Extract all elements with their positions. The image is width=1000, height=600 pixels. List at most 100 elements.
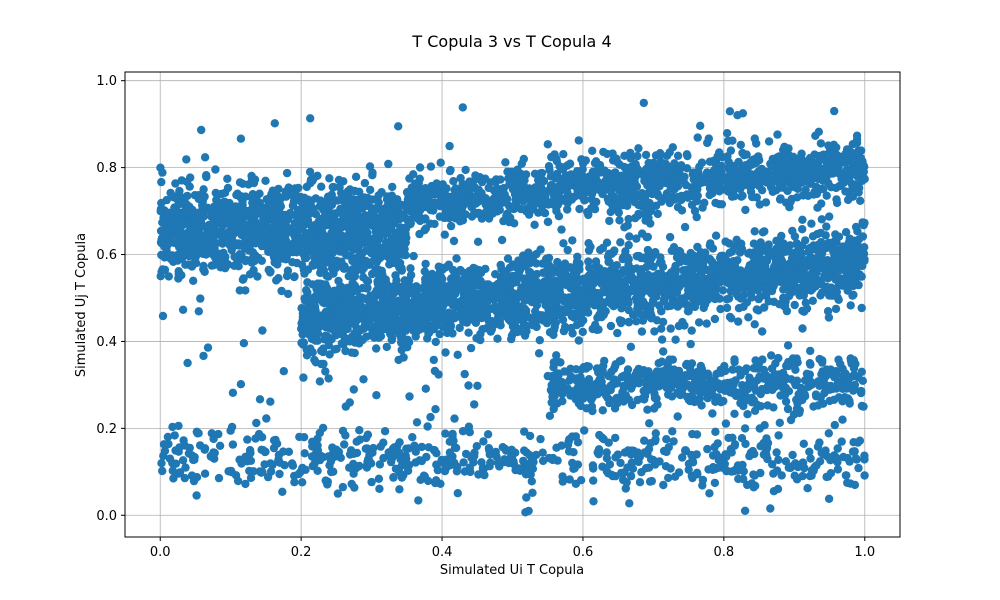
scatter-point: [559, 326, 569, 336]
scatter-point: [516, 204, 526, 214]
scatter-point: [273, 229, 283, 238]
scatter-point: [342, 299, 352, 309]
scatter-point: [358, 335, 367, 345]
scatter-point: [638, 297, 648, 306]
scatter-point: [318, 262, 327, 271]
scatter-point: [595, 297, 604, 306]
scatter-point: [388, 215, 397, 224]
scatter-point: [693, 133, 702, 142]
scatter-point: [722, 303, 732, 313]
scatter-point: [817, 215, 826, 224]
scatter-point: [448, 194, 458, 204]
scatter-point: [233, 221, 242, 230]
scatter-point: [843, 195, 853, 205]
scatter-point: [665, 232, 675, 242]
scatter-point: [570, 287, 579, 296]
scatter-point: [564, 275, 574, 285]
scatter-point: [215, 441, 225, 450]
scatter-point: [674, 321, 684, 331]
scatter-point: [322, 298, 332, 308]
scatter-point: [589, 464, 598, 473]
scatter-point: [387, 293, 396, 303]
scatter-point: [776, 194, 785, 203]
scatter-point: [741, 205, 750, 215]
scatter-point: [729, 286, 738, 296]
scatter-point: [322, 271, 331, 280]
scatter-point: [591, 257, 601, 266]
scatter-point: [300, 193, 309, 202]
scatter-point: [464, 328, 473, 337]
scatter-point: [659, 295, 668, 304]
scatter-point: [780, 301, 790, 310]
scatter-point: [572, 174, 581, 183]
scatter-point: [808, 296, 817, 305]
scatter-point: [210, 243, 219, 253]
scatter-point: [321, 322, 331, 332]
scatter-point: [528, 252, 538, 262]
scatter-point: [477, 177, 487, 187]
scatter-point: [266, 459, 275, 468]
scatter-point: [345, 337, 355, 346]
scatter-point: [430, 321, 440, 330]
scatter-point: [705, 190, 714, 200]
scatter-point: [588, 146, 597, 155]
scatter-point: [337, 222, 346, 231]
scatter-point: [717, 253, 726, 262]
scatter-point: [484, 280, 493, 289]
scatter-point: [796, 173, 806, 183]
scatter-point: [505, 281, 514, 290]
scatter-point: [721, 419, 731, 428]
scatter-point: [189, 276, 198, 285]
scatter-point: [477, 458, 486, 467]
scatter-point: [176, 239, 185, 249]
scatter-point: [723, 152, 732, 161]
scatter-point: [632, 264, 641, 273]
scatter-point: [860, 471, 869, 480]
scatter-point: [777, 231, 786, 241]
scatter-point: [779, 285, 788, 294]
scatter-point: [776, 273, 785, 282]
scatter-point: [826, 183, 836, 192]
scatter-point: [847, 158, 856, 167]
scatter-point: [292, 238, 301, 247]
scatter-point: [718, 286, 728, 295]
scatter-point: [283, 289, 293, 299]
scatter-point: [379, 306, 388, 315]
scatter-point: [827, 169, 836, 178]
scatter-point: [445, 324, 455, 333]
scatter-point: [848, 272, 857, 281]
scatter-point: [710, 294, 720, 304]
scatter-point: [384, 159, 393, 169]
scatter-point: [711, 427, 720, 436]
scatter-point: [491, 270, 500, 279]
scatter-point: [329, 286, 339, 296]
scatter-point: [409, 251, 418, 261]
scatter-point: [453, 350, 462, 359]
scatter-point: [807, 165, 816, 175]
scatter-point: [584, 246, 594, 255]
scatter-point: [742, 150, 751, 159]
scatter-point: [696, 121, 705, 130]
scatter-point: [536, 291, 546, 301]
scatter-point: [460, 268, 469, 278]
scatter-point: [647, 174, 656, 183]
scatter-point: [182, 208, 191, 217]
scatter-point: [173, 207, 182, 217]
scatter-point: [226, 426, 235, 435]
scatter-point: [164, 239, 173, 248]
scatter-point: [421, 224, 430, 233]
scatter-point: [360, 178, 370, 188]
scatter-point: [578, 327, 587, 337]
scatter-point: [346, 201, 356, 211]
scatter-point: [728, 171, 737, 180]
scatter-point: [302, 229, 311, 238]
scatter-point: [334, 175, 344, 185]
scatter-point: [399, 353, 408, 362]
scatter-point: [194, 429, 203, 438]
scatter-point: [783, 160, 792, 169]
scatter-point: [375, 223, 384, 232]
scatter-point: [559, 239, 568, 248]
scatter-point: [611, 168, 620, 177]
scatter-point: [496, 260, 505, 270]
scatter-point: [271, 218, 281, 227]
